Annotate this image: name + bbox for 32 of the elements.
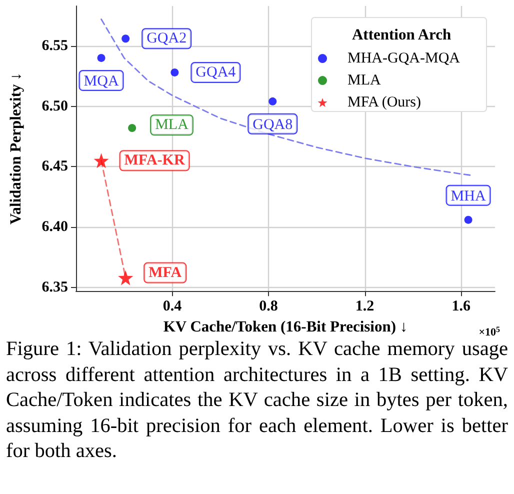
annotation: MLA	[155, 117, 189, 134]
point	[118, 270, 134, 286]
y-tick-label: 6.40	[42, 219, 68, 236]
point	[128, 124, 136, 132]
point	[268, 97, 277, 106]
caption: Figure 1: Validation perplexity vs. KV cache memory usage across different attention architectures in a 1B setting. KV Cache/Token indicates the KV cache size in bytes per token, assuming 16-bit precision for each element. Lower is better for both axes.	[6, 337, 508, 464]
point	[464, 216, 472, 224]
annotation: GQA8	[252, 116, 293, 133]
legend-label: MLA	[348, 72, 382, 88]
annotation: GQA2	[146, 30, 187, 47]
legend-title: Attention Arch	[352, 26, 452, 44]
annotation: MHA	[450, 188, 486, 204]
x-tick-label: 0.4	[162, 298, 182, 315]
x-tick-label: 0.8	[259, 298, 278, 315]
y-tick-label: 6.55	[42, 38, 68, 54]
point	[170, 68, 179, 76]
annotation: MFA-KR	[124, 152, 185, 169]
y-tick-label: 6.45	[42, 158, 68, 175]
legend-label: MHA-GQA-MQA	[348, 50, 460, 66]
x-axis-title: KV Cache/Token (16-Bit Precision) ↓	[163, 318, 408, 336]
y-tick-label: 6.50	[42, 98, 68, 114]
point	[122, 34, 130, 43]
annotation: MQA	[84, 73, 119, 90]
annotation: MFA	[148, 264, 182, 281]
y-axis-title: Validation Perplexity ↓	[8, 72, 24, 224]
legend-label: MFA (Ours)	[348, 94, 421, 110]
annotation: GQA4	[196, 64, 236, 80]
y-tick-label: 6.35	[42, 279, 68, 296]
x-tick-label: 1.6	[452, 298, 471, 315]
x-tick-label: 1.2	[355, 298, 374, 315]
point	[94, 153, 109, 168]
point	[97, 54, 106, 62]
